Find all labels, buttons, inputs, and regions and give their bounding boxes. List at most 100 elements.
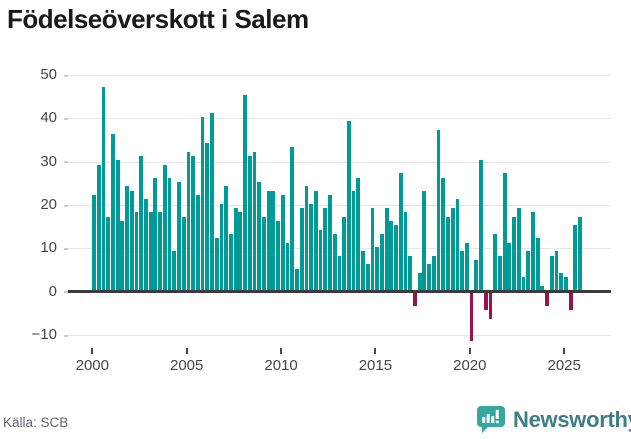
bar bbox=[295, 268, 299, 291]
bar bbox=[313, 190, 318, 291]
y-tick-label: 0 bbox=[48, 282, 57, 300]
bar bbox=[247, 156, 252, 291]
bar bbox=[549, 255, 554, 291]
newsworthy-wordmark: Newsworthy bbox=[513, 407, 631, 432]
bar bbox=[318, 229, 323, 291]
bar bbox=[162, 164, 167, 291]
bar bbox=[545, 293, 549, 307]
bar bbox=[483, 293, 488, 311]
bar bbox=[210, 112, 214, 291]
y-tick-mark bbox=[64, 117, 68, 120]
bar bbox=[365, 264, 370, 291]
x-tick-mark bbox=[185, 348, 188, 354]
x-tick-mark bbox=[91, 348, 94, 354]
bar bbox=[493, 234, 498, 291]
newsworthy-logo[interactable]: Newsworthy bbox=[476, 404, 631, 436]
x-tick-label: 2005 bbox=[170, 357, 204, 374]
bar bbox=[526, 251, 531, 291]
bar bbox=[238, 212, 243, 291]
bar bbox=[578, 216, 583, 291]
bar bbox=[441, 177, 446, 291]
bar bbox=[389, 221, 394, 291]
x-tick-mark bbox=[374, 348, 377, 354]
y-tick-mark bbox=[64, 291, 68, 294]
x-tick-mark bbox=[468, 348, 471, 354]
bar bbox=[243, 95, 247, 291]
bar bbox=[380, 234, 384, 291]
bar bbox=[398, 173, 403, 291]
bar bbox=[394, 225, 398, 291]
bar bbox=[403, 212, 408, 291]
x-tick-label: 2010 bbox=[264, 357, 298, 374]
bar bbox=[479, 160, 483, 291]
bar bbox=[413, 293, 417, 307]
bar bbox=[328, 195, 332, 291]
bar bbox=[214, 238, 219, 291]
bar bbox=[177, 182, 181, 291]
bar bbox=[507, 242, 512, 291]
bar bbox=[158, 212, 163, 291]
bar bbox=[342, 216, 347, 291]
bar bbox=[115, 160, 120, 291]
bar bbox=[285, 242, 290, 291]
birth-surplus-bar-chart: 50 40 30 20 10 0 −10 2000 2005 2010 2015 2020 2025 bbox=[32, 66, 611, 374]
y-tick-label: 40 bbox=[40, 109, 57, 127]
bar bbox=[502, 173, 507, 291]
bar bbox=[497, 255, 502, 291]
y-tick-label: 20 bbox=[40, 196, 57, 213]
bar bbox=[512, 216, 516, 291]
bar bbox=[266, 190, 271, 291]
x-tick-label: 2000 bbox=[75, 357, 109, 374]
bar bbox=[455, 199, 460, 291]
bar bbox=[200, 117, 205, 291]
bar bbox=[186, 151, 191, 291]
gridline bbox=[68, 118, 611, 120]
x-tick-label: 2015 bbox=[358, 357, 393, 374]
bar bbox=[337, 255, 342, 291]
bar bbox=[276, 221, 280, 291]
bar bbox=[144, 199, 148, 291]
gridline bbox=[68, 75, 611, 76]
newsworthy-icon bbox=[476, 405, 506, 435]
bar bbox=[309, 203, 314, 291]
bar bbox=[375, 247, 380, 291]
bar bbox=[323, 208, 328, 291]
source-label: Källa: SCB bbox=[3, 415, 69, 430]
bar bbox=[167, 177, 172, 291]
bar bbox=[422, 190, 427, 291]
chart-title: Födelseöverskott i Salem bbox=[7, 4, 309, 34]
bar bbox=[370, 208, 375, 291]
bar bbox=[535, 238, 540, 291]
bar bbox=[252, 151, 257, 291]
gridline bbox=[68, 248, 611, 250]
bar bbox=[431, 255, 436, 291]
bar bbox=[417, 273, 422, 291]
bar bbox=[224, 186, 229, 291]
y-tick-mark bbox=[64, 334, 68, 337]
y-tick-label: 50 bbox=[40, 66, 57, 83]
bar bbox=[559, 273, 564, 291]
bar bbox=[460, 251, 465, 291]
bar bbox=[346, 121, 351, 291]
bar bbox=[125, 186, 129, 291]
bar bbox=[181, 216, 186, 291]
bar bbox=[304, 186, 309, 291]
bar bbox=[564, 277, 568, 291]
bar bbox=[474, 260, 479, 291]
x-tick-label: 2025 bbox=[547, 357, 581, 374]
bar bbox=[120, 221, 125, 291]
bar bbox=[450, 208, 455, 291]
bar bbox=[172, 251, 177, 291]
bar bbox=[191, 156, 196, 291]
bar bbox=[129, 190, 134, 291]
bar bbox=[233, 208, 238, 291]
bar bbox=[436, 130, 441, 291]
bar bbox=[153, 177, 158, 291]
bar bbox=[219, 203, 224, 291]
bar bbox=[488, 293, 493, 320]
bar bbox=[531, 212, 535, 291]
bar bbox=[469, 293, 474, 341]
bar bbox=[205, 143, 210, 291]
bar bbox=[111, 134, 115, 291]
